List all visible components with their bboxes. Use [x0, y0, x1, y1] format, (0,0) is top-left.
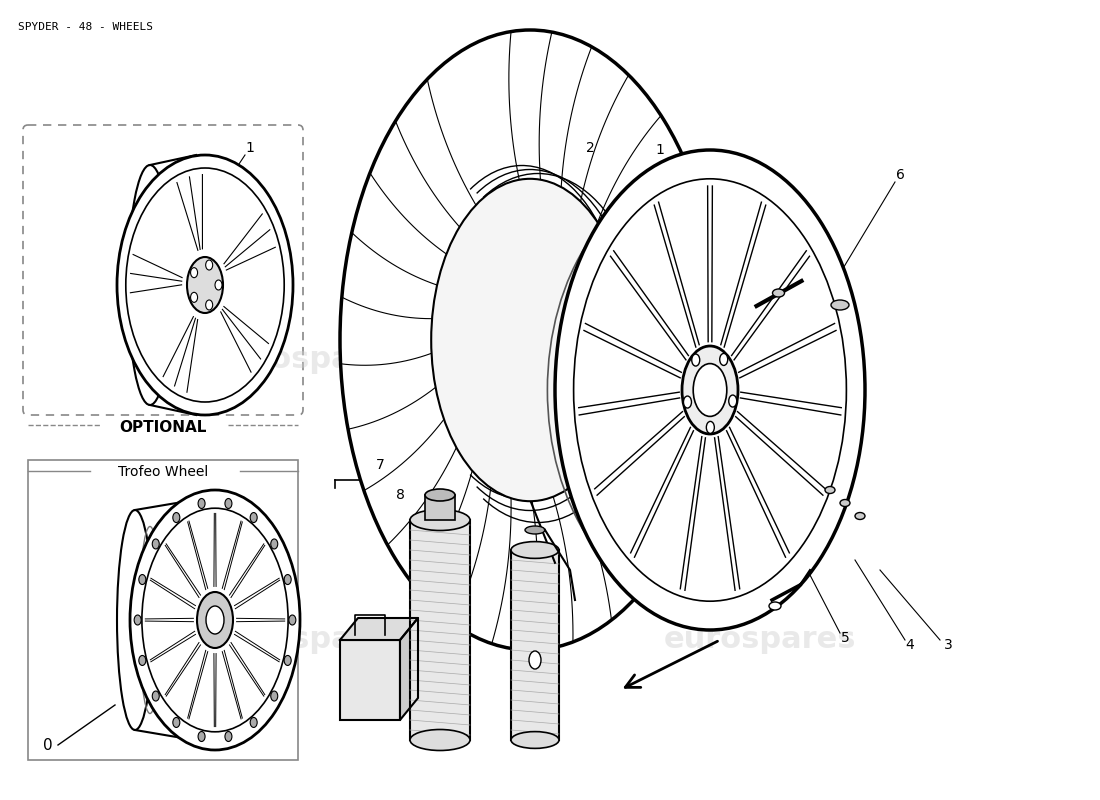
Ellipse shape: [284, 574, 292, 585]
Ellipse shape: [117, 510, 153, 730]
Ellipse shape: [250, 513, 257, 522]
Ellipse shape: [271, 691, 278, 701]
Text: 4: 4: [905, 638, 914, 652]
Ellipse shape: [556, 150, 865, 630]
Bar: [512, 550, 559, 740]
Ellipse shape: [187, 257, 223, 313]
Text: 7: 7: [375, 458, 384, 472]
Text: SPYDER - 48 - WHEELS: SPYDER - 48 - WHEELS: [18, 22, 153, 32]
Ellipse shape: [271, 539, 278, 549]
Text: 0: 0: [43, 738, 53, 753]
Ellipse shape: [573, 178, 846, 602]
Ellipse shape: [410, 510, 470, 530]
Ellipse shape: [130, 490, 300, 750]
Text: Trofeo Wheel: Trofeo Wheel: [118, 465, 208, 479]
Ellipse shape: [134, 615, 141, 625]
Text: 2: 2: [585, 141, 594, 155]
Ellipse shape: [340, 30, 720, 650]
Text: 6: 6: [895, 168, 904, 182]
Ellipse shape: [198, 731, 205, 742]
Polygon shape: [400, 618, 418, 720]
Polygon shape: [340, 618, 418, 640]
Ellipse shape: [173, 513, 179, 522]
Ellipse shape: [692, 354, 700, 366]
Ellipse shape: [825, 486, 835, 494]
Ellipse shape: [855, 513, 865, 519]
Ellipse shape: [840, 499, 850, 506]
Ellipse shape: [683, 396, 692, 408]
Ellipse shape: [772, 289, 784, 297]
Text: 5: 5: [840, 631, 849, 645]
Ellipse shape: [728, 395, 737, 407]
Ellipse shape: [173, 718, 179, 727]
Ellipse shape: [529, 651, 541, 669]
Ellipse shape: [410, 730, 470, 750]
Text: 1: 1: [245, 141, 254, 155]
Ellipse shape: [128, 165, 172, 405]
Ellipse shape: [525, 526, 544, 534]
Bar: [410, 520, 470, 740]
Ellipse shape: [706, 422, 714, 434]
FancyBboxPatch shape: [23, 125, 302, 415]
Ellipse shape: [224, 731, 232, 742]
Ellipse shape: [434, 185, 625, 495]
Ellipse shape: [117, 155, 293, 415]
Ellipse shape: [190, 268, 198, 278]
Text: eurospares: eurospares: [663, 286, 856, 314]
Text: OPTIONAL: OPTIONAL: [119, 420, 207, 435]
Ellipse shape: [197, 592, 233, 648]
Ellipse shape: [206, 260, 212, 270]
Ellipse shape: [224, 498, 232, 509]
Ellipse shape: [830, 300, 849, 310]
Ellipse shape: [198, 498, 205, 509]
Text: 1: 1: [656, 143, 664, 157]
Ellipse shape: [250, 718, 257, 727]
Ellipse shape: [693, 363, 727, 416]
Ellipse shape: [206, 606, 224, 634]
Ellipse shape: [512, 731, 559, 749]
Ellipse shape: [425, 489, 455, 501]
Ellipse shape: [152, 539, 160, 549]
Ellipse shape: [512, 542, 559, 558]
Ellipse shape: [289, 615, 296, 625]
Text: eurospares: eurospares: [213, 346, 406, 374]
Bar: [28, 460, 298, 760]
Ellipse shape: [214, 280, 222, 290]
Ellipse shape: [139, 574, 146, 585]
Ellipse shape: [719, 354, 728, 366]
Text: eurospares: eurospares: [663, 626, 856, 654]
Text: 3: 3: [944, 638, 953, 652]
Ellipse shape: [152, 691, 160, 701]
Ellipse shape: [139, 655, 146, 666]
Text: eurospares: eurospares: [213, 626, 406, 654]
Ellipse shape: [682, 346, 738, 434]
Bar: [340, 640, 400, 720]
Ellipse shape: [431, 178, 629, 501]
Bar: [425, 495, 455, 520]
Ellipse shape: [284, 655, 292, 666]
Ellipse shape: [190, 292, 198, 302]
Text: 8: 8: [396, 488, 405, 502]
Ellipse shape: [769, 602, 781, 610]
Ellipse shape: [206, 300, 212, 310]
